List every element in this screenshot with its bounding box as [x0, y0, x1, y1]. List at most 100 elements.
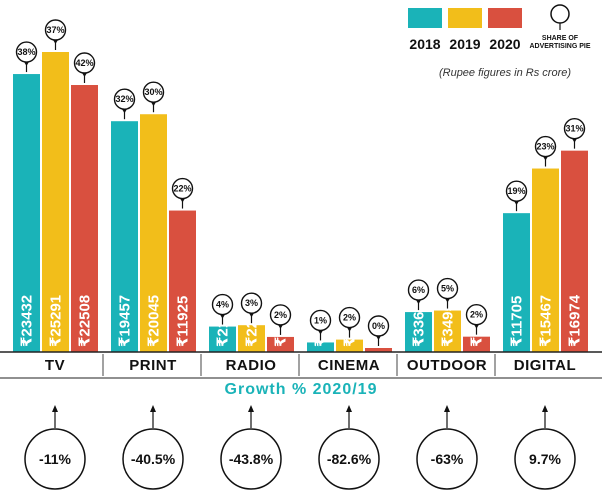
- bar-value-label: ₹11925: [175, 296, 192, 347]
- growth-value: -11%: [39, 451, 71, 467]
- share-marker: 1%: [309, 309, 332, 341]
- arrow-up-icon: [150, 405, 156, 412]
- share-marker: 3%: [240, 292, 263, 324]
- arrow-up-icon: [52, 405, 58, 412]
- bar-value-label: ₹25291: [48, 295, 65, 347]
- growth-item-print: -40.5%: [122, 405, 184, 490]
- category-label: PRINT: [129, 357, 177, 374]
- arrow-up-icon: [346, 405, 352, 412]
- growth-value: -63%: [431, 451, 464, 467]
- category-label: CINEMA: [318, 357, 380, 374]
- share-value: 22%: [173, 184, 191, 194]
- bar-cinema-2019: [336, 339, 363, 352]
- bar-digital-2020: [561, 150, 588, 352]
- growth-value: -40.5%: [131, 451, 176, 467]
- bar-radio-2019: [238, 325, 265, 352]
- arrow-up-icon: [444, 405, 450, 412]
- bar-value-label: ₹2260: [244, 303, 261, 347]
- bar-cinema-2018: [307, 342, 334, 352]
- share-value: 2%: [343, 313, 356, 323]
- growth-item-outdoor: -63%: [416, 405, 478, 490]
- bar-radio-2018: [209, 326, 236, 352]
- share-marker: 31%: [563, 117, 586, 149]
- share-markers-layer: 38% 37% 42% 32% 30% 22% 4% 3% 2% 1% 2% 0% 6% 5% 2% 19% 2…: [15, 19, 586, 346]
- growth-value: -82.6%: [327, 451, 372, 467]
- bar-outdoor-2020: [463, 336, 490, 352]
- legend-swatch-2018: [408, 8, 442, 28]
- share-marker: 37%: [44, 19, 67, 50]
- bar-print-2019: [140, 114, 167, 353]
- legend-label-2019: 2019: [449, 36, 480, 52]
- share-marker: 22%: [171, 177, 194, 209]
- bar-tv-2018: [13, 74, 40, 352]
- share-marker: 6%: [407, 279, 430, 311]
- share-marker: 32%: [113, 88, 136, 120]
- share-value: 42%: [75, 58, 93, 68]
- share-marker: 19%: [505, 180, 528, 212]
- share-value: 0%: [372, 321, 385, 331]
- growth-value: -43.8%: [229, 451, 274, 467]
- share-marker: 2%: [338, 306, 361, 338]
- bar-digital-2018: [503, 213, 530, 352]
- bar-outdoor-2019: [434, 310, 461, 352]
- bar-value-label: ₹3495: [440, 303, 457, 347]
- share-value: 3%: [245, 298, 258, 308]
- share-value: 6%: [412, 285, 425, 295]
- bar-value-label: ₹22508: [77, 295, 94, 347]
- bar-digital-2019: [532, 168, 559, 352]
- share-marker: 30%: [142, 81, 165, 113]
- share-value: 31%: [565, 124, 583, 134]
- unit-note: (Rupee figures in Rs crore): [439, 67, 571, 79]
- bar-value-label: ₹23432: [19, 295, 36, 347]
- share-marker: 23%: [534, 135, 557, 167]
- share-marker: 4%: [211, 293, 234, 325]
- share-marker-legend-icon: [550, 4, 570, 24]
- category-label: TV: [45, 357, 65, 374]
- legend-label-2020: 2020: [489, 36, 520, 52]
- bar-value-label: ₹19457: [117, 295, 134, 347]
- legend-note-line1: SHARE OF: [542, 35, 579, 42]
- growth-item-tv: -11%: [24, 405, 86, 490]
- share-marker: 2%: [465, 303, 488, 335]
- arrow-up-icon: [248, 405, 254, 412]
- bar-value-label: ₹3365: [411, 303, 428, 347]
- share-value: 1%: [314, 315, 327, 325]
- growth-item-radio: -43.8%: [220, 405, 282, 490]
- growth-item-digital: 9.7%: [514, 405, 576, 490]
- share-marker: 0%: [367, 315, 390, 346]
- bar-outdoor-2018: [405, 312, 432, 352]
- share-value: 23%: [536, 142, 554, 152]
- growth-layer: -11% -40.5% -43.8% -82.6% -63% 9.7%: [24, 405, 576, 490]
- bar-radio-2020: [267, 336, 294, 352]
- bar-value-label: ₹16974: [567, 294, 584, 347]
- bar-value-label: ₹15467: [538, 295, 555, 347]
- share-marker: 2%: [269, 304, 292, 335]
- category-axis: TV PRINT RADIO CINEMA OUTDOOR DIGITAL: [0, 351, 602, 379]
- category-label: DIGITAL: [514, 357, 576, 374]
- arrow-up-icon: [542, 405, 548, 412]
- share-value: 5%: [441, 284, 454, 294]
- share-value: 2%: [274, 310, 287, 320]
- legend-swatch-2019: [448, 8, 482, 28]
- legend-label-2018: 2018: [409, 36, 440, 52]
- legend-note-line2: ADVERTISING PIE: [529, 43, 590, 50]
- category-label: OUTDOOR: [407, 357, 487, 374]
- share-marker: 5%: [436, 277, 459, 309]
- bar-tv-2019: [42, 52, 69, 352]
- share-value: 2%: [470, 310, 483, 320]
- share-value: 4%: [216, 300, 229, 310]
- bar-print-2020: [169, 210, 196, 352]
- share-value: 37%: [46, 25, 64, 35]
- share-marker: 38%: [15, 41, 38, 73]
- share-value: 32%: [115, 94, 133, 104]
- share-value: 19%: [507, 186, 525, 196]
- category-label: RADIO: [226, 357, 277, 374]
- bar-value-label: ₹11705: [509, 296, 526, 347]
- share-marker: 42%: [73, 52, 96, 84]
- bar-print-2018: [111, 121, 138, 352]
- bars-layer: ₹23432 ₹25291 ₹22508 ₹19457 ₹20045 ₹11925 ₹214…: [13, 52, 588, 353]
- share-value: 30%: [144, 87, 162, 97]
- growth-title: Growth % 2020/19: [225, 381, 378, 398]
